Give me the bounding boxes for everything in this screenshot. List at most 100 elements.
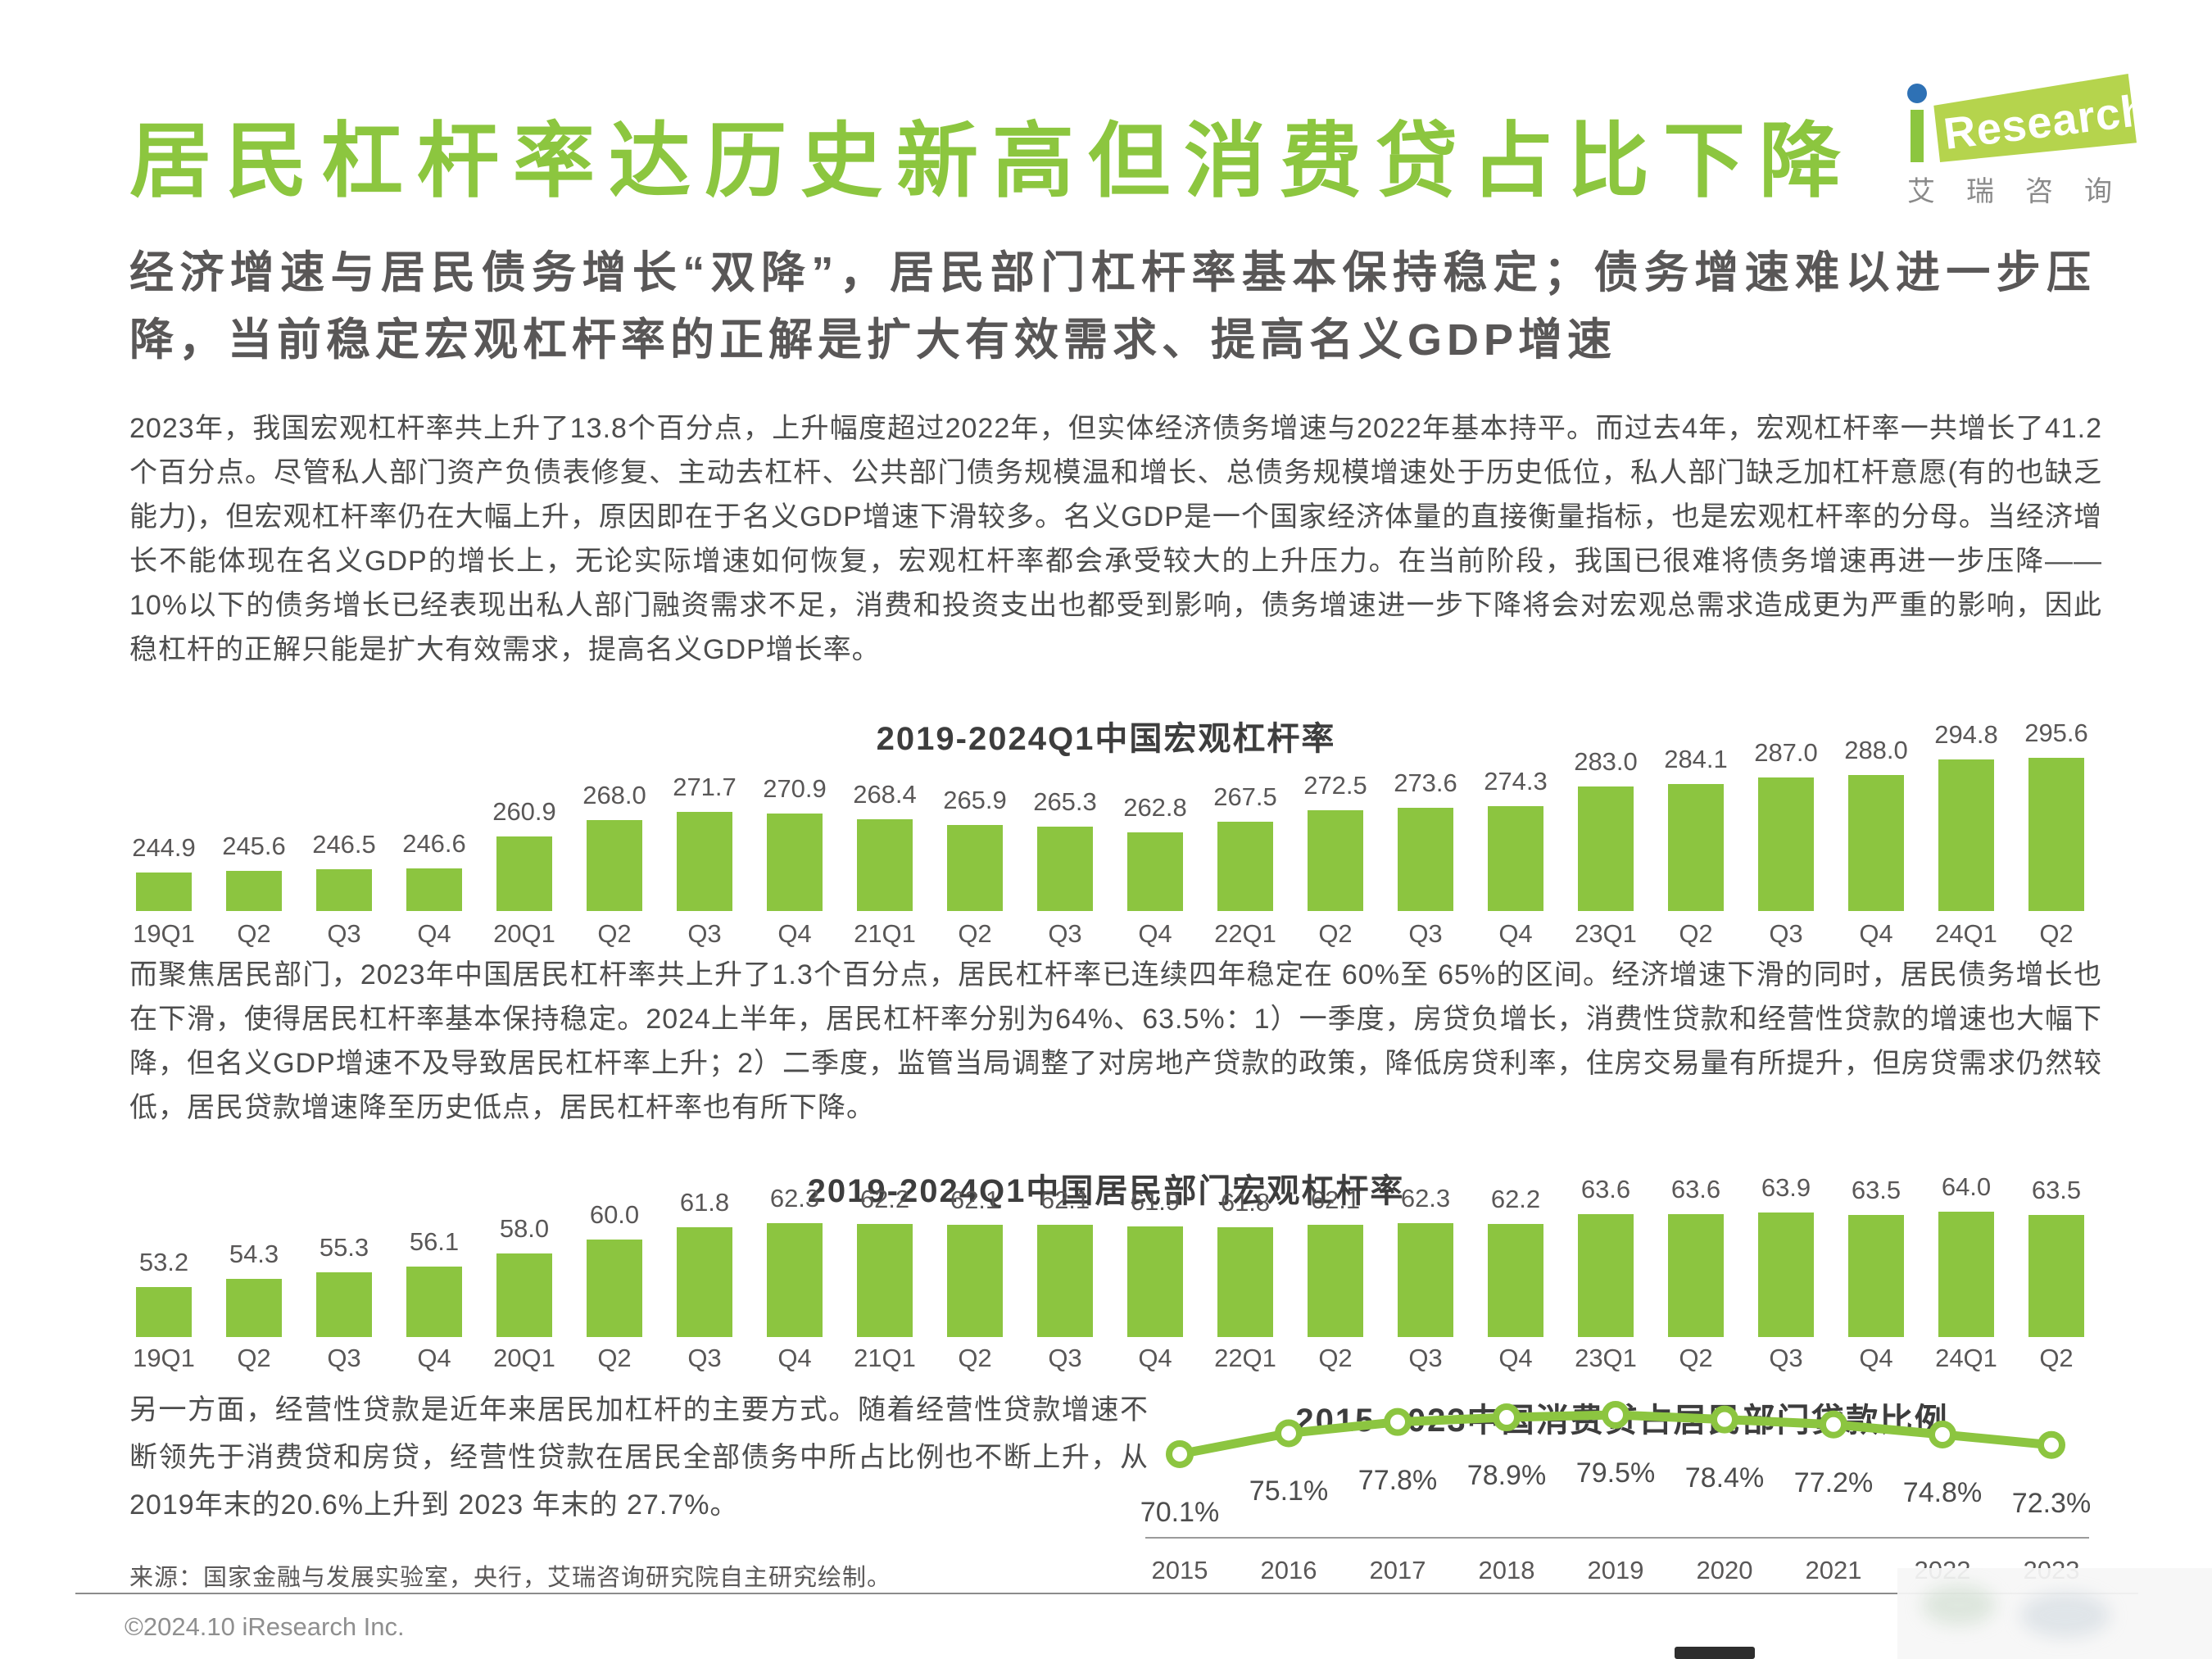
year-axis-label: 2019 [1587,1556,1644,1584]
x-axis-label: Q3 [1769,1344,1803,1372]
x-axis-label: Q3 [687,1344,722,1372]
source-note: 来源：国家金融与发展实验室，央行，艾瑞咨询研究院自主研究绘制。 [129,1565,892,1591]
x-axis-label: Q3 [687,919,722,948]
line-chart-svg [1166,1401,2065,1468]
bar [1758,777,1814,911]
chart1-title: 2019-2024Q1中国宏观杠杆率 [876,721,1336,758]
iresearch-logo: Research 艾瑞咨询 [1874,74,2153,207]
bar [1398,1223,1453,1337]
bar-value-label: 260.9 [492,797,556,826]
x-axis-label: Q2 [237,1344,271,1372]
bar [1217,1227,1273,1337]
bar [1668,1214,1724,1337]
x-axis-label: Q4 [1498,919,1533,948]
x-axis-label: Q2 [2039,1344,2074,1372]
x-axis-label: Q3 [1408,1344,1443,1372]
line-point-label: 79.5% [1575,1457,1656,1489]
bar-value-label: 287.0 [1754,738,1818,767]
x-axis-label: Q4 [777,1344,812,1372]
x-axis-label: Q4 [1138,919,1172,948]
bar [947,1225,1003,1337]
line-point-label: 77.8% [1358,1464,1438,1496]
paragraph-business-loans: 另一方面，经营性贷款是近年来居民加杠杆的主要方式。随着经营性贷款增速不断领先于消… [129,1394,1149,1521]
bar [1848,1215,1904,1337]
x-axis-label: Q2 [1679,1344,1713,1372]
bar [1848,775,1904,911]
bar-value-label: 262.8 [1123,793,1187,822]
line-point-label: 72.3% [2011,1487,2092,1519]
line-point-label: 78.9% [1466,1460,1547,1492]
x-axis-label: Q3 [1048,1344,1082,1372]
x-axis-label: 24Q1 [1935,1344,1997,1372]
x-axis-label: 20Q1 [493,1344,555,1372]
bar-value-label: 272.5 [1303,771,1367,800]
bar [1308,1225,1363,1337]
x-axis-label: Q2 [597,1344,632,1372]
bar [226,871,282,911]
bar [1938,759,1994,911]
bar [857,819,913,911]
chart1-x-axis: 19Q1 Q2 Q3 Q4 20Q1 Q2 Q3 Q4 21Q1 Q2 Q3 Q4 22Q1 Q2 Q3 Q4… [119,919,2101,955]
chart2-x-axis: 19Q1 Q2 Q3 Q4 20Q1 Q2 Q3 Q4 21Q1 Q2 Q3 Q4 22Q1 Q2 Q3 Q4… [119,1344,2101,1380]
x-axis-label: Q3 [1048,919,1082,948]
bar [1938,1212,1994,1337]
chart3-axis-line [1145,1537,2089,1539]
bar-value-label: 267.5 [1213,782,1277,811]
x-axis-label: Q2 [958,919,992,948]
x-axis-label: 22Q1 [1214,1344,1276,1372]
year-axis-label: 2020 [1696,1556,1753,1584]
bar [1037,1225,1093,1337]
bar [406,868,462,911]
bar [2028,1215,2084,1337]
bar-value-label: 61.8 [1220,1188,1271,1217]
watermark-smudge [2020,1593,2110,1638]
page-title: 居民杠杆率达历史新高但消费贷占比下降 [129,116,1855,207]
logo-brand-text: Research [1941,84,2151,160]
paragraph-household-leverage: 而聚焦居民部门，2023年中国居民杠杆率共上升了1.3个百分点，居民杠杆率已连续… [129,959,2102,1123]
bar-value-label: 244.9 [132,833,196,862]
bar [226,1279,282,1337]
paragraph-macro-leverage: 2023年，我国宏观杠杆率共上升了13.8个百分点，上升幅度超过2022年，但实… [129,413,2102,665]
bar-value-label: 62.1 [1310,1185,1361,1214]
logo-i-stem-icon [1911,110,1924,162]
bar-value-label: 245.6 [222,832,286,860]
bar [587,1240,642,1337]
line-point-label: 74.8% [1902,1476,1983,1508]
x-axis-label: Q2 [1318,919,1353,948]
x-axis-label: Q4 [417,1344,451,1372]
x-axis-label: Q4 [777,919,812,948]
x-axis-label: Q3 [327,919,361,948]
bar-value-label: 63.6 [1670,1175,1721,1203]
x-axis-label: 24Q1 [1935,919,1997,948]
bar [496,836,552,911]
bar [767,814,823,911]
bar [1037,827,1093,911]
x-axis-label: 23Q1 [1575,1344,1637,1372]
bar [947,825,1003,911]
bar-value-label: 63.5 [2031,1176,2082,1204]
line-point-label: 75.1% [1249,1475,1329,1507]
bar-value-label: 294.8 [1934,720,1998,749]
x-axis-label: 20Q1 [493,919,555,948]
year-axis-label: 2018 [1478,1556,1535,1584]
x-axis-label: Q4 [1138,1344,1172,1372]
bar-value-label: 62.1 [1040,1185,1090,1214]
macro-leverage-bar-chart: 244.9 245.6 246.5 246.6 260.9 268.0 271.7 270.9… [119,713,2101,911]
watermark-blur-patch [1897,1568,2212,1659]
bar [1758,1213,1814,1337]
bar-value-label: 288.0 [1844,736,1908,764]
bar-value-label: 284.1 [1664,745,1728,773]
bar [2028,758,2084,911]
line-point-label: 78.4% [1684,1462,1765,1494]
bar [677,1227,732,1337]
bar [1488,806,1543,911]
bar [136,1287,192,1337]
x-axis-label: 22Q1 [1214,919,1276,948]
bar-value-label: 273.6 [1394,768,1457,797]
page-subtitle: 经济增速与居民债务增长“双降”，居民部门杠杆率基本保持稳定；债务增速难以进一步压… [129,248,2096,365]
bar-value-label: 62.3 [769,1184,820,1213]
bar [1127,1226,1183,1337]
bar [1398,808,1453,911]
bar-value-label: 63.9 [1761,1173,1811,1202]
